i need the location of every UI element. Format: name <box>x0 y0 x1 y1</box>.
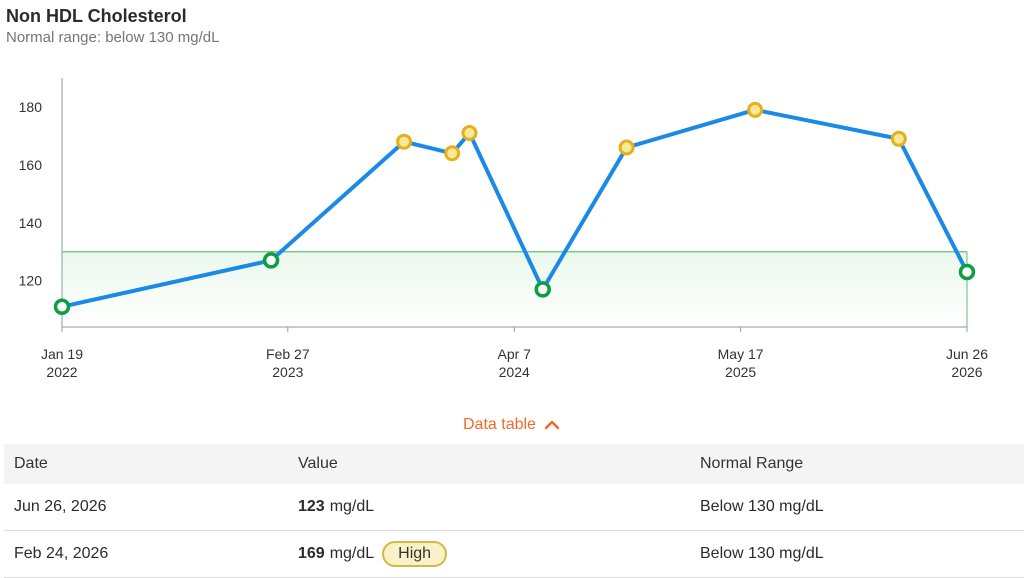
y-tick-label: 160 <box>19 157 43 173</box>
x-tick-label: 2022 <box>46 364 77 380</box>
normal-data-point <box>53 298 71 315</box>
header-date: Date <box>14 455 48 472</box>
x-tick-label: Apr 7 <box>497 346 531 362</box>
data-table: Date Value Normal Range Jun 26, 2026 123… <box>4 444 1024 578</box>
x-tick-label: 2026 <box>951 364 982 380</box>
row-value: 123 <box>298 498 325 515</box>
x-tick-label: Jan 19 <box>41 346 83 362</box>
row-unit: mg/dL <box>329 498 375 515</box>
x-tick-label: 2023 <box>272 364 303 380</box>
data-table-toggle[interactable]: Data table <box>463 416 560 434</box>
row-range: Below 130 mg/dL <box>700 545 824 562</box>
cholesterol-line-chart: 120 140 160 180 Jan 19 2022 Feb 27 2023 Apr 7 202… <box>19 78 988 380</box>
row-value-cell: 169 mg/dL High <box>298 541 448 567</box>
row-value-cell: 123 mg/dL <box>298 498 374 516</box>
chevron-up-icon <box>544 420 560 430</box>
series-line <box>60 107 969 309</box>
header-normal-range: Normal Range <box>700 455 804 472</box>
high-status-badge: High <box>382 541 448 567</box>
high-data-point <box>444 145 461 162</box>
table-row: Jun 26, 2026 123 mg/dL Below 130 mg/dL <box>4 484 1024 531</box>
row-value: 169 <box>298 545 325 562</box>
x-tick-label: May 17 <box>718 346 764 362</box>
row-unit: mg/dL <box>329 545 375 562</box>
table-header-row: Date Value Normal Range <box>4 444 1024 484</box>
y-tick-label: 120 <box>19 273 43 289</box>
x-tick-label: 2025 <box>725 364 756 380</box>
x-tick-label: Feb 27 <box>266 346 310 362</box>
x-tick-label: 2024 <box>499 364 530 380</box>
data-table-toggle-label: Data table <box>463 416 536 433</box>
row-date: Jun 26, 2026 <box>14 498 107 515</box>
high-data-point <box>461 125 478 142</box>
table-row: Feb 24, 2026 169 mg/dL High Below 130 mg… <box>4 531 1024 578</box>
normal-data-point <box>958 263 976 281</box>
page-title: Non HDL Cholesterol <box>6 6 187 26</box>
normal-data-point <box>534 281 551 298</box>
high-data-point <box>890 130 907 147</box>
chart-header: Non HDL Cholesterol Normal range: below … <box>6 4 219 48</box>
row-date: Feb 24, 2026 <box>14 545 109 562</box>
normal-data-point <box>262 252 280 269</box>
normal-range-band <box>62 251 967 327</box>
normal-range-subtitle: Normal range: below 130 mg/dL <box>6 29 220 46</box>
y-tick-label: 180 <box>19 99 43 115</box>
row-range: Below 130 mg/dL <box>700 498 824 515</box>
high-data-point <box>396 133 413 150</box>
x-tick-label: Jun 26 <box>946 346 988 362</box>
high-data-point <box>618 139 635 156</box>
header-value: Value <box>298 455 338 472</box>
high-data-point <box>747 101 764 118</box>
y-tick-label: 140 <box>19 215 43 231</box>
